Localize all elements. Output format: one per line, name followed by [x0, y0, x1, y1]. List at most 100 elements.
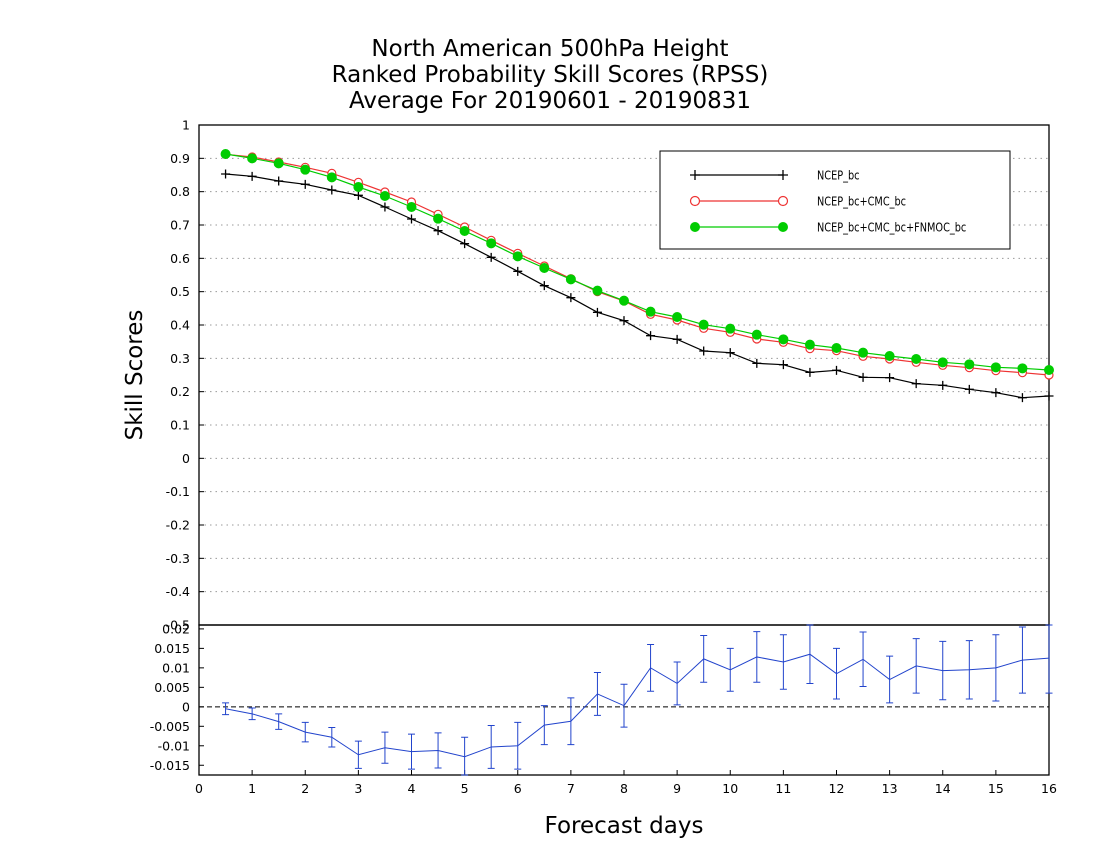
data-point	[539, 281, 549, 291]
data-point	[725, 323, 736, 334]
data-point	[752, 358, 762, 368]
data-point	[380, 202, 390, 212]
data-point	[751, 329, 762, 340]
data-point	[832, 365, 841, 375]
data-point	[353, 182, 364, 192]
y-tick-label: 0.7	[170, 218, 190, 233]
chart-title: North American 500hPa Height Ranked Prob…	[0, 36, 1100, 114]
data-point	[486, 238, 497, 249]
error-bar	[912, 638, 920, 694]
data-point	[1017, 393, 1027, 403]
y-tick-label: 0.6	[170, 251, 190, 266]
y-tick-label: 0.9	[170, 151, 190, 166]
title-line-1: North American 500hPa Height	[371, 36, 729, 62]
data-point	[699, 346, 709, 356]
data-point	[565, 274, 576, 285]
error-bar	[275, 713, 283, 730]
y-tick-label: 1	[182, 118, 190, 133]
x-tick-label: 0	[195, 781, 203, 796]
y-tick-label: -0.01	[158, 738, 190, 753]
data-point	[247, 171, 257, 181]
data-point	[911, 379, 921, 389]
data-point	[433, 213, 444, 224]
data-point	[858, 372, 868, 382]
data-point	[725, 348, 735, 358]
y-tick-label: 0	[182, 699, 190, 714]
error-bar	[833, 647, 840, 700]
legend-label: NCEP_bc	[817, 168, 859, 182]
y-tick-label: 0	[182, 451, 190, 466]
y-tick-label: 0.3	[170, 351, 190, 366]
series-line	[225, 173, 1050, 399]
data-point	[778, 360, 788, 370]
data-point	[433, 226, 443, 236]
legend-label: NCEP_bc+CMC_bc+FNMOC_bc	[817, 220, 966, 234]
error-bar	[620, 683, 628, 728]
data-point	[938, 380, 948, 390]
x-tick-label: 2	[301, 781, 309, 796]
y-tick-label: 0.8	[170, 184, 190, 199]
error-bar	[248, 707, 256, 721]
x-tick-label: 13	[882, 781, 898, 796]
data-point	[804, 339, 815, 350]
x-tick-label: 9	[673, 781, 681, 796]
data-point	[991, 388, 1001, 398]
error-bar	[779, 634, 787, 690]
x-tick-label: 5	[461, 781, 469, 796]
error-bar	[461, 736, 469, 776]
data-point	[884, 351, 895, 361]
data-point	[1044, 365, 1054, 375]
x-tick-label: 15	[988, 781, 1004, 796]
y-tick-label: -0.1	[166, 484, 190, 499]
data-point	[1044, 391, 1054, 401]
data-point	[220, 149, 231, 159]
legend-marker	[689, 195, 701, 207]
error-bar	[434, 732, 442, 769]
x-tick-label: 11	[775, 781, 791, 796]
error-bar	[408, 733, 415, 770]
data-point	[619, 295, 629, 306]
data-point	[486, 252, 496, 262]
data-point	[353, 190, 363, 200]
y-tick-label: -0.015	[150, 758, 190, 773]
data-point	[300, 179, 310, 189]
data-point	[327, 185, 337, 195]
error-bar	[487, 725, 495, 769]
data-point	[406, 202, 417, 212]
error-bar	[540, 705, 548, 746]
y-tick-label: -0.4	[166, 584, 190, 599]
error-bar	[992, 634, 1000, 702]
error-bar	[567, 697, 575, 746]
legend-marker	[778, 222, 788, 232]
data-point	[672, 334, 682, 344]
data-point	[513, 266, 523, 276]
x-tick-label: 8	[620, 781, 628, 796]
data-point	[592, 285, 603, 296]
data-point	[273, 158, 284, 169]
data-point	[805, 367, 815, 377]
data-point	[1017, 363, 1028, 374]
x-tick-label: 12	[829, 781, 845, 796]
error-bar	[673, 661, 681, 706]
data-point	[460, 239, 470, 249]
data-point	[619, 316, 629, 326]
legend-marker	[778, 170, 788, 180]
x-tick-label: 14	[935, 781, 951, 796]
y-tick-label: 0.005	[154, 680, 190, 695]
data-point	[778, 334, 789, 345]
error-bar	[939, 640, 947, 701]
error-bar	[1018, 626, 1026, 694]
x-tick-label: 3	[354, 781, 362, 796]
x-tick-label: 7	[567, 781, 575, 796]
data-point	[698, 319, 709, 330]
title-line-2: Ranked Probability Skill Scores (RPSS)	[331, 62, 769, 88]
x-tick-label: 4	[408, 781, 416, 796]
error-bar	[593, 672, 601, 716]
data-point	[326, 172, 337, 183]
data-point	[831, 343, 842, 353]
data-point	[539, 263, 550, 273]
legend-marker	[690, 170, 700, 180]
y-axis-title: Skill Scores	[122, 310, 148, 441]
